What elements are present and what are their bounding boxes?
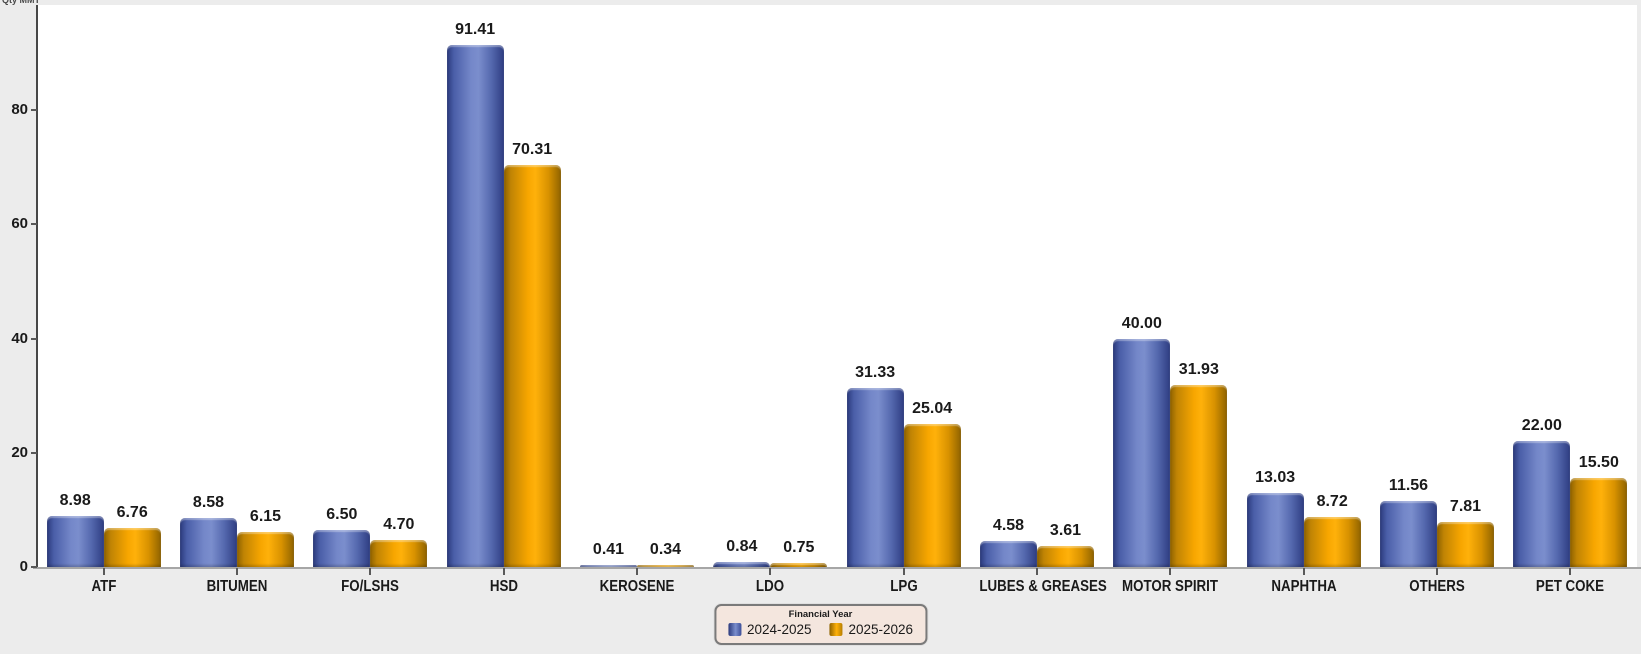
- bar-2025-2026-lpg[interactable]: [903, 423, 961, 567]
- x-axis-tick: [502, 568, 505, 575]
- legend-row: 2024-2025 2025-2026: [727, 622, 914, 637]
- y-axis-tick-label: 20: [11, 443, 28, 461]
- x-axis-tick: [1036, 568, 1038, 575]
- bar-value-label: 13.03: [1255, 468, 1296, 486]
- bar-2024-2025-hsd[interactable]: [446, 44, 504, 567]
- bar-value-label: 0.41: [592, 540, 625, 558]
- bar-2025-2026-ldo[interactable]: [770, 562, 828, 567]
- x-axis-line: [33, 567, 1641, 569]
- bar-value-label: 25.04: [912, 399, 953, 417]
- y-axis-tick-label: 60: [11, 215, 28, 233]
- y-axis-tick-label: 0: [19, 558, 28, 575]
- bar-value-label: 4.70: [383, 516, 415, 534]
- legend: Financial Year 2024-2025 2025-2026: [713, 604, 928, 645]
- bar-2024-2025-ldo[interactable]: [713, 562, 771, 567]
- bar-2025-2026-atf[interactable]: [103, 528, 161, 567]
- y-axis-tick-label: 80: [11, 101, 28, 118]
- bar-value-label: 8.72: [1316, 493, 1348, 511]
- category-label-ldo: LDO: [756, 578, 785, 595]
- bar-2025-2026-bitumen[interactable]: [237, 531, 294, 567]
- bar-value-label: 40.00: [1121, 314, 1162, 332]
- category-label-lubes-greases: LUBES & GREASES: [979, 578, 1107, 595]
- x-axis-tick: [236, 568, 238, 575]
- legend-label: 2025-2026: [848, 622, 914, 637]
- category-label-others: OTHERS: [1409, 578, 1465, 595]
- bar-value-label: 8.98: [59, 491, 91, 509]
- y-axis-tick: [31, 451, 37, 454]
- category-label-lpg: LPG: [889, 578, 918, 595]
- y-axis-line: [36, 5, 38, 568]
- legend-label: 2024-2025: [746, 622, 812, 637]
- bar-2025-2026-kerosene[interactable]: [637, 565, 694, 567]
- bar-value-label: 0.34: [649, 541, 682, 559]
- y-axis-tick-label: 40: [11, 329, 28, 347]
- x-axis-tick: [1169, 568, 1172, 575]
- x-axis-tick: [902, 568, 905, 575]
- category-label-pet-coke: PET COKE: [1536, 578, 1605, 595]
- bar-2024-2025-atf[interactable]: [46, 515, 104, 567]
- x-axis-tick: [1436, 568, 1438, 575]
- x-axis-tick: [369, 568, 372, 575]
- bar-value-label: 91.41: [455, 20, 496, 38]
- legend-item-2025-2026[interactable]: 2025-2026: [829, 622, 914, 637]
- bar-2025-2026-hsd[interactable]: [503, 165, 561, 567]
- bar-2024-2025-lpg[interactable]: [846, 388, 904, 567]
- bar-2025-2026-others[interactable]: [1437, 522, 1494, 567]
- category-label-hsd: HSD: [489, 578, 518, 595]
- category-label-kerosene: KEROSENE: [599, 578, 675, 595]
- bar-2024-2025-naphtha[interactable]: [1246, 492, 1304, 567]
- x-axis-tick: [769, 568, 772, 575]
- y-axis-tick: [31, 109, 37, 111]
- bar-value-label: 11.56: [1388, 476, 1429, 494]
- bar-2025-2026-fo-lshs[interactable]: [370, 540, 428, 567]
- category-label-naphtha: NAPHTHA: [1271, 578, 1337, 595]
- category-label-motor-spirit: MOTOR SPIRIT: [1122, 578, 1219, 595]
- legend-swatch-blue: [727, 623, 741, 636]
- bar-value-label: 8.58: [192, 493, 225, 511]
- bar-value-label: 6.15: [249, 507, 282, 525]
- bar-value-label: 0.75: [783, 538, 815, 556]
- bar-value-label: 4.58: [992, 516, 1025, 534]
- legend-item-2024-2025[interactable]: 2024-2025: [727, 622, 812, 637]
- bar-value-label: 6.76: [116, 504, 148, 522]
- category-label-fo-lshs: FO/LSHS: [341, 578, 400, 595]
- bar-2025-2026-naphtha[interactable]: [1303, 517, 1361, 567]
- plot-area: [37, 5, 1637, 567]
- category-label-atf: ATF: [91, 578, 117, 595]
- x-axis-tick: [1302, 568, 1305, 575]
- bar-value-label: 70.31: [512, 141, 553, 159]
- x-axis-tick: [1569, 568, 1572, 575]
- bar-2024-2025-motor-spirit[interactable]: [1113, 338, 1171, 567]
- y-axis-unit-label: Qty MMT: [2, 0, 40, 5]
- legend-title: Financial Year: [788, 609, 853, 620]
- bar-2024-2025-others[interactable]: [1380, 500, 1437, 567]
- bar-2024-2025-bitumen[interactable]: [180, 517, 237, 567]
- bar-value-label: 31.33: [855, 364, 896, 382]
- x-axis-tick: [636, 568, 638, 575]
- bar-2025-2026-motor-spirit[interactable]: [1170, 384, 1228, 567]
- category-label-bitumen: BITUMEN: [206, 578, 268, 595]
- bar-value-label: 22.00: [1521, 417, 1562, 435]
- bar-2024-2025-kerosene[interactable]: [580, 564, 637, 567]
- x-axis-tick: [102, 568, 105, 575]
- bar-value-label: 15.50: [1578, 454, 1619, 472]
- bar-2024-2025-lubes-greases[interactable]: [980, 540, 1037, 567]
- y-axis-tick: [31, 337, 37, 340]
- legend-swatch-gold: [829, 623, 843, 636]
- bar-value-label: 3.61: [1049, 522, 1082, 540]
- bar-2025-2026-pet-coke[interactable]: [1570, 478, 1628, 567]
- bar-2024-2025-pet-coke[interactable]: [1513, 441, 1571, 567]
- bar-value-label: 7.81: [1449, 498, 1482, 516]
- bar-2025-2026-lubes-greases[interactable]: [1037, 546, 1094, 567]
- bar-value-label: 6.50: [326, 505, 358, 523]
- bar-2024-2025-fo-lshs[interactable]: [313, 529, 371, 567]
- bar-value-label: 31.93: [1178, 360, 1219, 378]
- y-axis-tick: [31, 223, 37, 226]
- bar-value-label: 0.84: [726, 538, 758, 556]
- y-axis-tick: [31, 566, 37, 568]
